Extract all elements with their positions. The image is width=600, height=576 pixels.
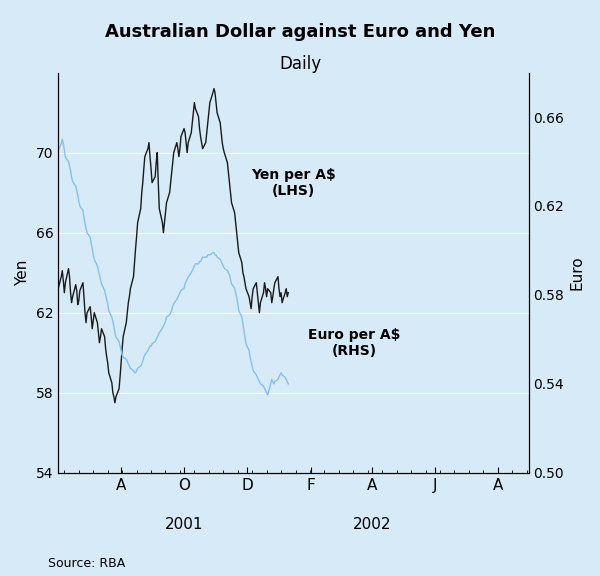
Text: Euro per A$
(RHS): Euro per A$ (RHS) [308,328,401,358]
Text: 2002: 2002 [353,517,391,532]
Text: Yen per A$
(LHS): Yen per A$ (LHS) [251,168,336,198]
Text: Australian Dollar against Euro and Yen: Australian Dollar against Euro and Yen [105,23,495,41]
Y-axis label: Yen: Yen [15,260,30,286]
Text: Daily: Daily [279,55,321,73]
Text: 2001: 2001 [165,517,203,532]
Text: Source: RBA: Source: RBA [48,557,125,570]
Y-axis label: Euro: Euro [570,255,585,290]
